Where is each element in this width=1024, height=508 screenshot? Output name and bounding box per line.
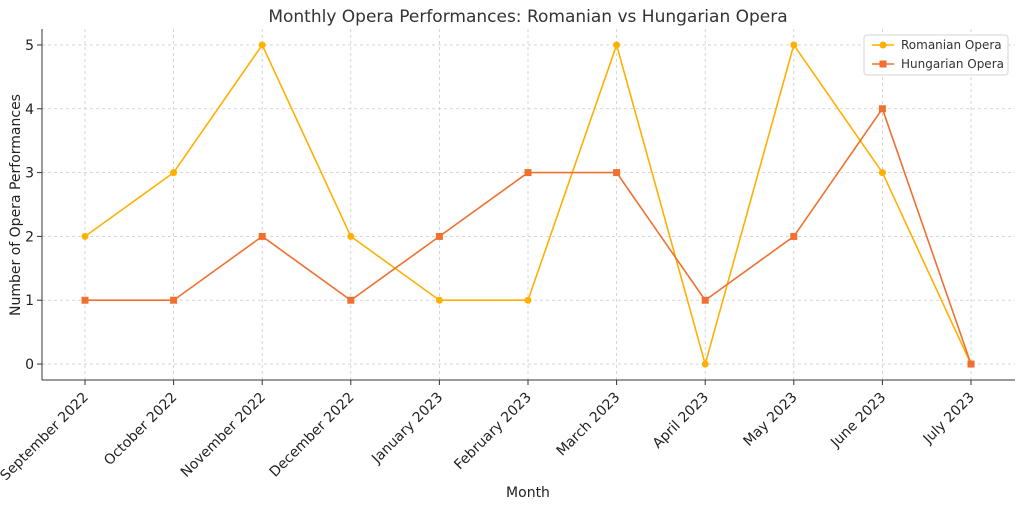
- y-axis-label: Number of Opera Performances: [8, 94, 24, 316]
- x-tick-label: May 2023: [741, 390, 801, 450]
- x-tick-label: July 2023: [920, 390, 978, 448]
- data-point: [613, 41, 621, 49]
- data-point: [790, 41, 798, 49]
- data-point: [701, 360, 709, 368]
- data-point: [170, 296, 178, 304]
- data-point: [81, 296, 89, 304]
- x-tick-label: November 2022: [178, 390, 269, 481]
- legend-marker: [879, 60, 887, 68]
- data-point: [258, 232, 266, 240]
- data-point: [878, 105, 886, 113]
- x-tick-label: January 2023: [368, 390, 446, 468]
- data-point: [81, 232, 89, 240]
- data-point: [524, 296, 532, 304]
- data-point: [790, 232, 798, 240]
- legend-marker: [879, 41, 887, 49]
- y-tick-label: 0: [25, 357, 34, 373]
- grid: [42, 29, 1015, 380]
- legend-box: [863, 34, 1009, 76]
- data-point: [170, 169, 178, 177]
- legend: Romanian Opera Hungarian Opera: [863, 34, 1009, 76]
- data-point: [701, 296, 709, 304]
- x-tick-label: October 2022: [101, 390, 180, 469]
- x-tick-label: April 2023: [650, 390, 712, 452]
- y-tick-label: 4: [25, 102, 34, 118]
- x-tick-label: June 2023: [827, 390, 889, 452]
- data-point: [435, 232, 443, 240]
- data-point: [524, 169, 532, 177]
- data-point: [878, 169, 886, 177]
- x-axis-label: Month: [506, 485, 550, 501]
- data-point: [613, 169, 621, 177]
- data-point: [435, 296, 443, 304]
- data-point: [347, 296, 355, 304]
- y-tick-label: 2: [25, 229, 34, 245]
- legend-label: Romanian Opera: [901, 38, 1002, 52]
- x-tick-label: February 2023: [451, 390, 535, 474]
- x-tick-label: September 2022: [0, 390, 92, 484]
- axes: 0 1 2 3 4 5 September 2022 October 2022November…: [0, 29, 1015, 484]
- y-tick-label: 1: [25, 293, 34, 309]
- data-point: [347, 232, 355, 240]
- series-2: [81, 105, 975, 368]
- legend-label: Hungarian Opera: [901, 57, 1004, 71]
- chart-title: Monthly Opera Performances: Romanian vs …: [268, 7, 787, 27]
- x-tick-label: December 2022: [267, 390, 358, 481]
- y-tick-label: 5: [25, 38, 34, 54]
- y-tick-label: 3: [25, 166, 34, 182]
- data-point: [967, 360, 975, 368]
- x-tick-label: March 2023: [554, 390, 624, 460]
- data-point: [258, 41, 266, 49]
- series: [81, 41, 975, 368]
